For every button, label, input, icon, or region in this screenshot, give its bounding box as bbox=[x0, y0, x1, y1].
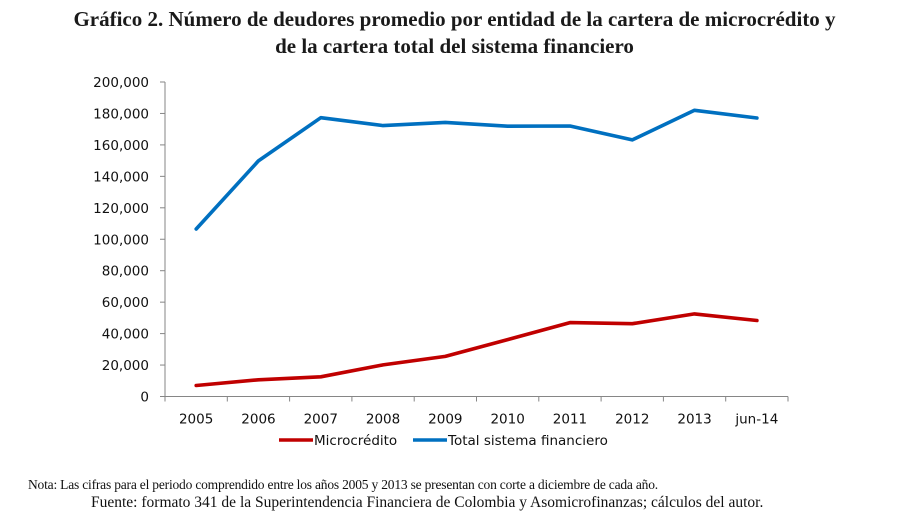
x-tick-label: 2011 bbox=[553, 412, 587, 428]
x-tick-label: 2013 bbox=[677, 412, 711, 428]
x-tick-label: 2005 bbox=[179, 412, 213, 428]
x-tick-label: 2009 bbox=[428, 412, 462, 428]
series-lines bbox=[194, 108, 759, 388]
x-tick-label: 2006 bbox=[241, 412, 275, 428]
x-tick-label: 2007 bbox=[304, 412, 338, 428]
x-tick-label: 2012 bbox=[615, 412, 649, 428]
y-tick-label: 180,000 bbox=[93, 106, 149, 122]
y-tick-label: 60,000 bbox=[102, 295, 149, 311]
x-ticks: 2005 2006 2007 2008 2009 2010 2011 2012 2013 jun-… bbox=[164, 396, 789, 428]
legend-item: Total sistema financiero bbox=[413, 433, 608, 449]
legend-label: Microcrédito bbox=[314, 433, 397, 449]
legend-item: Microcrédito bbox=[279, 433, 397, 449]
chart-title-line-2: de la cartera total del sistema financie… bbox=[275, 34, 634, 58]
y-tick-label: 140,000 bbox=[93, 169, 149, 185]
x-tick-label: jun-14 bbox=[734, 412, 778, 428]
y-tick-label: 200,000 bbox=[93, 75, 149, 91]
legend: Microcrédito Total sistema financiero bbox=[279, 433, 608, 449]
x-tick-label: 2010 bbox=[490, 412, 524, 428]
series-line-total-sistema-financiero bbox=[194, 108, 759, 231]
y-ticks: 0 20,000 40,000 60,000 80,000 100,000 120,000 1… bbox=[93, 75, 165, 406]
footnote-source: Fuente: formato 341 de la Superintendenc… bbox=[91, 494, 764, 511]
y-tick-label: 40,000 bbox=[102, 327, 149, 343]
chart-title: Gráfico 2. Número de deudores promedio p… bbox=[0, 6, 909, 60]
line-chart: 0 20,000 40,000 60,000 80,000 100,000 120,000 1… bbox=[93, 75, 789, 449]
y-tick-label: 0 bbox=[140, 390, 149, 406]
chart-title-line-1: Gráfico 2. Número de deudores promedio p… bbox=[73, 7, 836, 31]
y-tick-label: 80,000 bbox=[102, 264, 149, 280]
y-tick-label: 120,000 bbox=[93, 201, 149, 217]
y-tick-label: 100,000 bbox=[93, 232, 149, 248]
y-tick-label: 20,000 bbox=[102, 358, 149, 374]
series-line-microcredito bbox=[194, 312, 759, 388]
footnote-note: Nota: Las cifras para el periodo compren… bbox=[28, 477, 658, 492]
y-tick-label: 160,000 bbox=[93, 138, 149, 154]
x-tick-label: 2008 bbox=[366, 412, 400, 428]
legend-label: Total sistema financiero bbox=[447, 433, 608, 449]
